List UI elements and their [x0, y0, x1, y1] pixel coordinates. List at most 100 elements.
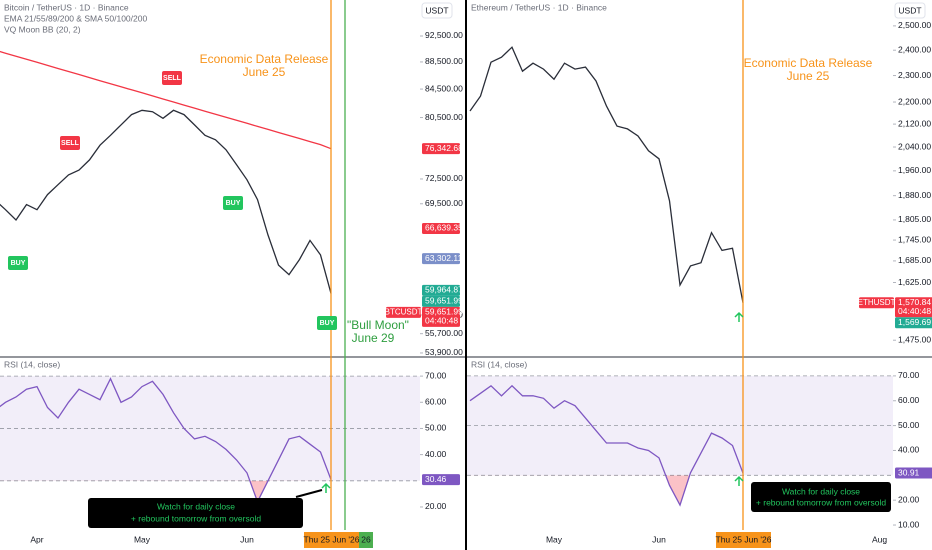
up-arrow [734, 475, 744, 486]
pane-legend: Bitcoin / TetherUS · 1D · Binance [4, 2, 129, 12]
plot [469, 384, 744, 507]
symbol-box [386, 306, 421, 318]
y-tick-label: 2,040.00 [898, 141, 931, 151]
countdown: 04:40:48 [898, 306, 931, 316]
symbol-label: ETHUSDT [858, 298, 896, 307]
date-highlight: Thu 25 Jun '26 [304, 534, 360, 544]
y-tick-label: 70.00 [425, 370, 447, 380]
signal-label: BUY [11, 260, 26, 267]
y-tick-label: 10.00 [898, 519, 920, 529]
pane-legend: Ethereum / TetherUS · 1D · Binance [471, 2, 607, 12]
annotation: Economic Data Release [200, 52, 329, 66]
price-label-box [895, 317, 932, 329]
y-tick-label: 84,500.00 [425, 83, 463, 93]
price-line [0, 377, 332, 504]
price-line [0, 50, 332, 150]
annotation: "Bull Moon" [347, 318, 409, 332]
plot [469, 46, 744, 303]
oversold-fill [665, 475, 690, 506]
currency: USDT [898, 5, 921, 15]
price-label-box [422, 253, 460, 265]
pane-legend: RSI (14, close) [471, 359, 527, 369]
x-tick-label: Jun [652, 534, 666, 544]
y-tick-label: 1,960.00 [898, 165, 931, 175]
pane-legend: VQ Moon BB (20, 2) [4, 24, 81, 34]
signal-box [317, 316, 337, 330]
currency: USDT [425, 5, 448, 15]
y-tick-label: 92,500.00 [425, 30, 463, 40]
signal-box [8, 256, 28, 270]
y-tick-label: 50.00 [425, 423, 447, 433]
price-label: 76,342.68 [425, 143, 463, 153]
y-tick-label: 1,745.00 [898, 234, 931, 244]
annotation: June 25 [243, 65, 286, 79]
signal-label: BUY [320, 320, 335, 327]
price-label: 30.91 [898, 467, 920, 477]
note-box [88, 498, 303, 528]
y-tick-label: 2,500.00 [898, 20, 931, 30]
y-tick-label: 1,685.00 [898, 255, 931, 265]
price-label-box [422, 295, 460, 307]
annotation: June 29 [352, 331, 395, 345]
x-tick-label: May [134, 534, 151, 544]
countdown: 04:40:48 [425, 316, 458, 326]
y-tick-label: 50.00 [898, 420, 920, 430]
pane-legend: EMA 21/55/89/200 & SMA 50/100/200 [4, 13, 147, 23]
annotation: Watch for daily close [157, 501, 235, 511]
y-tick-label: 88,500.00 [425, 56, 463, 66]
symbol-box [859, 297, 894, 309]
date-highlight: 26 [361, 534, 371, 544]
plot [0, 377, 332, 504]
x-tick-label: Aug [872, 534, 887, 544]
signal-box [162, 71, 182, 85]
date-highlight-box [304, 532, 359, 548]
signal-box [60, 136, 80, 150]
plot [0, 50, 332, 294]
currency-box [894, 2, 926, 19]
price-label-box [422, 474, 460, 486]
signal-box [223, 196, 243, 210]
y-tick-label: 1,475.00 [898, 334, 931, 344]
pane-legend: RSI (14, close) [4, 359, 60, 369]
price-label: 66,639.35 [425, 223, 463, 233]
date-highlight: Thu 25 Jun '26 [716, 534, 772, 544]
y-tick-label: 2,120.00 [898, 118, 931, 128]
y-tick-label: 40.00 [425, 449, 447, 459]
price-line [469, 46, 744, 303]
x-tick-label: Apr [30, 534, 43, 544]
currency-box [421, 2, 453, 19]
y-tick-label: 53,900.00 [425, 347, 463, 357]
y-tick-label: 70.00 [898, 370, 920, 380]
annotation: + rebound tomorrow from oversold [131, 513, 261, 523]
y-tick-label: 69,500.00 [425, 198, 463, 208]
price-line [469, 384, 744, 507]
y-tick-label: 1,880.00 [898, 190, 931, 200]
price-label: 59,651.99 [425, 296, 463, 306]
y-tick-label: 55,700.00 [425, 328, 463, 338]
price-label: 59,651.99 [425, 307, 463, 317]
annotation: + rebound tomorrow from oversold [756, 497, 886, 507]
y-tick-label: 2,400.00 [898, 44, 931, 54]
up-arrow [321, 482, 331, 493]
signal-label: SELL [61, 140, 80, 147]
price-line [0, 109, 332, 294]
y-tick-label: 40.00 [898, 445, 920, 455]
signal-label: SELL [163, 75, 182, 82]
price-label-box [422, 306, 460, 327]
price-label-box [422, 284, 460, 296]
symbol-label: BTCUSDT [385, 307, 423, 316]
y-tick-label: 1,625.00 [898, 277, 931, 287]
signal-label: BUY [226, 200, 241, 207]
y-tick-label: 60.00 [898, 395, 920, 405]
y-tick-label: 20.00 [425, 501, 447, 511]
note-box [751, 482, 891, 512]
price-label: 63,302.11 [425, 253, 462, 263]
x-tick-label: Jun [240, 534, 254, 544]
date-highlight-box [716, 532, 771, 548]
y-tick-label: 2,300.00 [898, 70, 931, 80]
y-tick-label: 20.00 [898, 494, 920, 504]
price-label: 30.46 [425, 474, 447, 484]
annotation: June 25 [787, 69, 830, 83]
price-label-box [422, 143, 460, 155]
